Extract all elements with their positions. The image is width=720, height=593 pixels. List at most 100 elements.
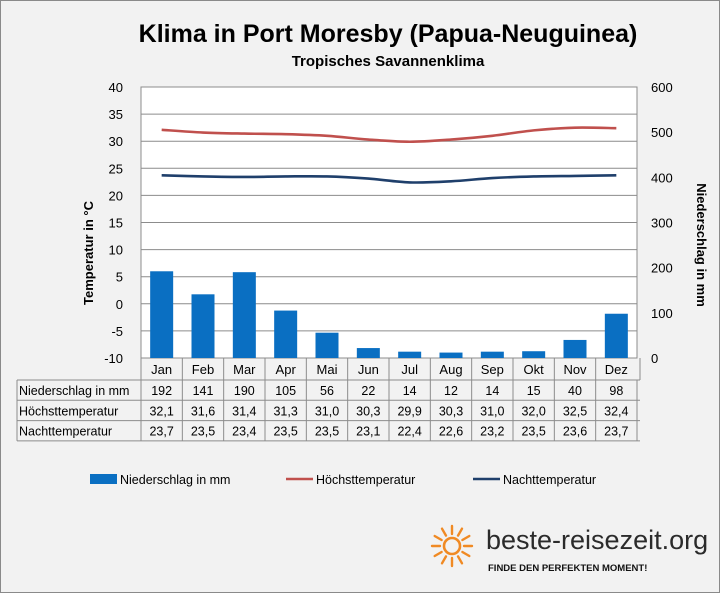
- month-label-okt: Okt: [524, 362, 545, 377]
- table-row-label: Nachttemperatur: [19, 425, 112, 439]
- logo-slogan: FINDE DEN PERFEKTEN MOMENT!: [488, 563, 647, 574]
- bar-mai: [315, 332, 339, 358]
- left-tick-label: 0: [116, 297, 123, 312]
- month-label-nov: Nov: [563, 362, 587, 377]
- right-axis-title: Niederschlag in mm: [694, 183, 709, 307]
- right-tick-label: 500: [651, 125, 673, 140]
- gridlines: [141, 86, 637, 359]
- month-label-aug: Aug: [439, 362, 462, 377]
- table-cell: 32,0: [521, 404, 545, 418]
- right-tick-label: 300: [651, 216, 673, 231]
- month-label-sep: Sep: [481, 362, 504, 377]
- table-cell: 31,6: [191, 404, 215, 418]
- table-cell: 105: [275, 384, 296, 398]
- bar-jun: [356, 348, 380, 358]
- month-label-jul: Jul: [401, 362, 418, 377]
- table-cell: 23,6: [563, 425, 587, 439]
- table-cell: 23,5: [273, 425, 297, 439]
- sun-icon: [430, 524, 474, 568]
- left-axis-ticks: -10 -5 0 5 10 15 20 25 30 35 40: [104, 80, 123, 366]
- table-cell: 23,1: [356, 425, 380, 439]
- max-temperature-line: [161, 126, 617, 144]
- chart-subtitle: Tropisches Savannenklima: [292, 53, 485, 70]
- bar-nov: [563, 339, 587, 358]
- bar-apr: [274, 310, 298, 358]
- table-cell: 14: [403, 384, 417, 398]
- table-cell: 22,6: [439, 425, 463, 439]
- table-cell: 31,0: [315, 404, 339, 418]
- table-cell: 23,4: [232, 425, 256, 439]
- sun-ray: [456, 555, 464, 565]
- table-cell: 30,3: [439, 404, 463, 418]
- sun-ray: [433, 534, 443, 542]
- table-cell: 14: [485, 384, 499, 398]
- left-tick-label: 5: [116, 270, 123, 285]
- left-tick-label: 35: [109, 107, 123, 122]
- right-tick-label: 200: [651, 261, 673, 276]
- sun-ray: [461, 550, 471, 558]
- legend: Niederschlag in mm Höchsttemperatur Nachtt…: [90, 473, 596, 487]
- table-cell: 30,3: [356, 404, 380, 418]
- table-cell: 56: [320, 384, 334, 398]
- table-cell: 15: [527, 384, 541, 398]
- table-row-label: Höchsttemperatur: [19, 404, 118, 418]
- bar-dez: [604, 313, 628, 358]
- logo: beste-reisezeit.org FINDE DEN PERFEKTEN …: [430, 524, 708, 574]
- bar-okt: [522, 351, 546, 358]
- table-cell: 32,5: [563, 404, 587, 418]
- right-tick-label: 0: [651, 351, 658, 366]
- table-cell: 22,4: [397, 425, 421, 439]
- left-tick-label: 20: [109, 188, 123, 203]
- legend-night-temperature-label: Nachttemperatur: [503, 473, 596, 487]
- bar-sep: [480, 351, 504, 358]
- month-label-dez: Dez: [605, 362, 628, 377]
- legend-max-temperature-label: Höchsttemperatur: [316, 473, 415, 487]
- bar-feb: [191, 294, 215, 358]
- data-table: Jan Feb Mar Apr Mai Jun Jul Aug Sep Okt Nov Dez Nied…: [16, 358, 641, 442]
- table-cell: 192: [151, 384, 172, 398]
- legend-precipitation-swatch: [90, 474, 117, 484]
- bar-jul: [398, 351, 422, 358]
- table-cell: 23,2: [480, 425, 504, 439]
- month-label-feb: Feb: [192, 362, 214, 377]
- right-axis-ticks: 0 100 200 300 400 500 600: [651, 80, 673, 366]
- right-tick-label: 600: [651, 80, 673, 95]
- table-cell: 23,7: [604, 425, 628, 439]
- table-cell: 23,5: [521, 425, 545, 439]
- sun-ray: [456, 527, 464, 537]
- left-tick-label: 25: [109, 161, 123, 176]
- precipitation-bars: [150, 271, 628, 358]
- sun-ray: [433, 550, 443, 558]
- month-label-mai: Mai: [317, 362, 338, 377]
- bar-mar: [232, 272, 256, 358]
- table-cell: 98: [609, 384, 623, 398]
- table-cell: 22: [361, 384, 375, 398]
- legend-precipitation-label: Niederschlag in mm: [120, 473, 230, 487]
- sun-ray: [440, 527, 448, 537]
- table-cell: 29,9: [397, 404, 421, 418]
- table-cell: 23,7: [149, 425, 173, 439]
- left-tick-label: 30: [109, 134, 123, 149]
- month-label-jan: Jan: [151, 362, 172, 377]
- table-cell: 141: [193, 384, 214, 398]
- table-cell: 31,3: [273, 404, 297, 418]
- left-tick-label: -5: [111, 324, 123, 339]
- table-cell: 23,5: [315, 425, 339, 439]
- temperature-lines: [161, 126, 617, 184]
- chart-title: Klima in Port Moresby (Papua-Neuguinea): [139, 20, 638, 48]
- right-tick-label: 400: [651, 170, 673, 185]
- month-label-apr: Apr: [276, 362, 297, 377]
- bar-jan: [150, 271, 174, 358]
- left-tick-label: 10: [109, 243, 123, 258]
- logo-brand: beste-reisezeit.org: [486, 525, 708, 555]
- night-temperature-line: [161, 174, 617, 184]
- left-axis-title: Temperatur in °C: [81, 200, 96, 305]
- left-tick-label: 40: [109, 80, 123, 95]
- table-cell: 23,5: [191, 425, 215, 439]
- table-cell: 32,1: [149, 404, 173, 418]
- left-tick-label: -10: [104, 351, 123, 366]
- sun-disc: [442, 536, 462, 556]
- sun-ray: [440, 555, 448, 565]
- table-cell: 32,4: [604, 404, 628, 418]
